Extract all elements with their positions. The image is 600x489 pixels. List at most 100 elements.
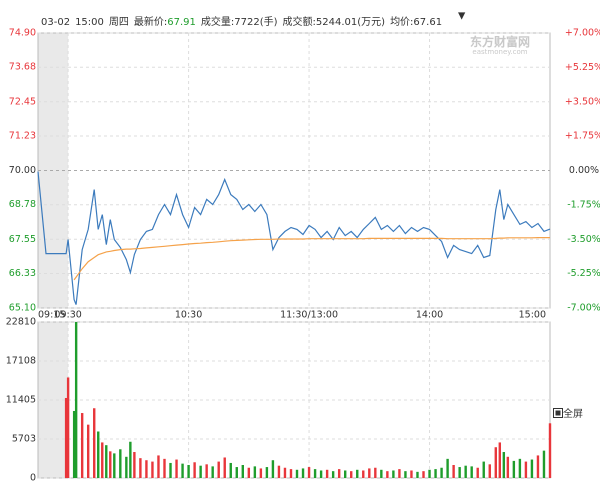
x-tick-label: 11:30/13:00 bbox=[280, 310, 338, 321]
volume-bar bbox=[129, 441, 132, 478]
volume-bar bbox=[542, 450, 546, 478]
volume-bar bbox=[548, 423, 552, 478]
y-tick-label: 66.33 bbox=[9, 268, 36, 279]
volume-bar bbox=[113, 453, 116, 478]
volume-bar bbox=[380, 469, 383, 478]
volume-bar bbox=[524, 461, 528, 478]
volume-bar bbox=[265, 467, 269, 478]
volume-bar bbox=[66, 377, 70, 478]
volume-bar bbox=[482, 461, 485, 478]
volume-bar bbox=[109, 451, 112, 478]
volume-bar bbox=[241, 465, 244, 478]
y-tick-label: 22810 bbox=[6, 317, 36, 328]
volume-bar bbox=[476, 467, 479, 478]
x-tick-label: 09:30 bbox=[54, 310, 81, 321]
volume-bar bbox=[498, 442, 502, 478]
volume-bar bbox=[139, 458, 142, 478]
volume-bar bbox=[536, 455, 540, 478]
volume-bar bbox=[145, 460, 148, 478]
volume-bar bbox=[187, 465, 190, 478]
y-tick-label: 11405 bbox=[6, 395, 36, 406]
volume-bar bbox=[283, 467, 287, 478]
volume-bar bbox=[295, 469, 299, 478]
plot-frame bbox=[37, 32, 551, 309]
y-tick-label: 68.78 bbox=[9, 199, 36, 210]
volume-bar bbox=[470, 466, 473, 478]
volume-bar bbox=[368, 468, 371, 478]
volume-bar bbox=[422, 471, 425, 478]
x-tick-label: 10:30 bbox=[175, 310, 202, 321]
volume-bar bbox=[229, 462, 232, 478]
volume-bar bbox=[410, 470, 413, 478]
volume-bar bbox=[93, 408, 96, 478]
volume-bar bbox=[97, 431, 100, 478]
header: 03-02 15:00 周四 最新价:67.91 成交量:7722(手) 成交额:5244… bbox=[41, 13, 447, 28]
volume-bar bbox=[64, 397, 68, 478]
volume-bar bbox=[428, 469, 431, 478]
volume-bar bbox=[374, 467, 377, 478]
y2-tick-label: -5.25% bbox=[567, 268, 600, 279]
volume-bar bbox=[259, 468, 263, 478]
watermark: 东方财富网 eastmoney.com bbox=[470, 33, 530, 56]
y-tick-label: 17108 bbox=[6, 355, 36, 366]
volume-bar bbox=[151, 461, 154, 478]
volume-bar bbox=[205, 464, 208, 478]
fullscreen-label[interactable]: 全屏 bbox=[563, 409, 583, 420]
volume-bar bbox=[235, 467, 238, 478]
y2-tick-label: +1.75% bbox=[565, 131, 600, 142]
volume-bar bbox=[446, 458, 449, 478]
volume: 成交量:7722(手) bbox=[200, 17, 278, 28]
volume-bar bbox=[494, 447, 497, 478]
y-tick-label: 67.55 bbox=[9, 234, 36, 245]
volume-bar bbox=[434, 469, 437, 478]
volume-bar bbox=[163, 458, 166, 478]
turnover: 成交额:5244.01(万元) bbox=[282, 17, 386, 28]
y-tick-label: 70.00 bbox=[9, 165, 36, 176]
volume-bar bbox=[193, 462, 196, 478]
volume-bar bbox=[452, 465, 455, 478]
volume-bar bbox=[337, 469, 341, 478]
volume-bar bbox=[488, 464, 491, 478]
volume-bar bbox=[392, 470, 395, 478]
volume-bar bbox=[247, 467, 251, 478]
y2-tick-label: +5.25% bbox=[565, 62, 600, 73]
volume-bar bbox=[464, 465, 467, 478]
y-tick-label: 5703 bbox=[12, 433, 36, 444]
volume-bar bbox=[211, 466, 214, 478]
volume-bar bbox=[325, 469, 329, 478]
volume-bar bbox=[530, 459, 534, 478]
volume-bar bbox=[458, 467, 461, 478]
volume-bar bbox=[356, 469, 359, 478]
last-label: 最新价: bbox=[133, 17, 168, 28]
y2-tick-label: +7.00% bbox=[565, 28, 600, 39]
volume-bar bbox=[80, 413, 84, 478]
dropdown-icon[interactable]: ▼ bbox=[458, 11, 466, 22]
volume-bar bbox=[518, 458, 522, 478]
fullscreen-icon bbox=[553, 408, 563, 418]
x-tick-label: 15:00 bbox=[519, 310, 546, 321]
volume-bar bbox=[217, 461, 220, 478]
volume-bar bbox=[398, 469, 401, 478]
volume-bar bbox=[502, 452, 506, 478]
y-tick-label: 73.68 bbox=[9, 62, 36, 73]
volume-bar bbox=[512, 460, 516, 478]
volume-bar bbox=[175, 459, 178, 478]
volume-bar bbox=[133, 452, 136, 478]
volume-bar bbox=[307, 467, 311, 478]
y-tick-label: 71.23 bbox=[9, 130, 36, 141]
volume-bar bbox=[181, 463, 184, 478]
y-tick-label: 65.10 bbox=[9, 303, 36, 314]
volume-bar bbox=[86, 424, 90, 478]
price-line bbox=[37, 171, 551, 305]
x-tick-label: 14:00 bbox=[416, 310, 443, 321]
volume-bar bbox=[344, 470, 347, 478]
volume-bar bbox=[199, 465, 202, 478]
volume-bar bbox=[277, 465, 281, 478]
y-tick-label: 0 bbox=[30, 473, 36, 484]
y2-tick-label: -7.00% bbox=[567, 303, 600, 314]
volume-bar bbox=[271, 460, 275, 478]
fullscreen-button[interactable]: 全屏 bbox=[553, 405, 583, 420]
price-line bbox=[73, 237, 550, 281]
volume-bar bbox=[125, 456, 128, 478]
